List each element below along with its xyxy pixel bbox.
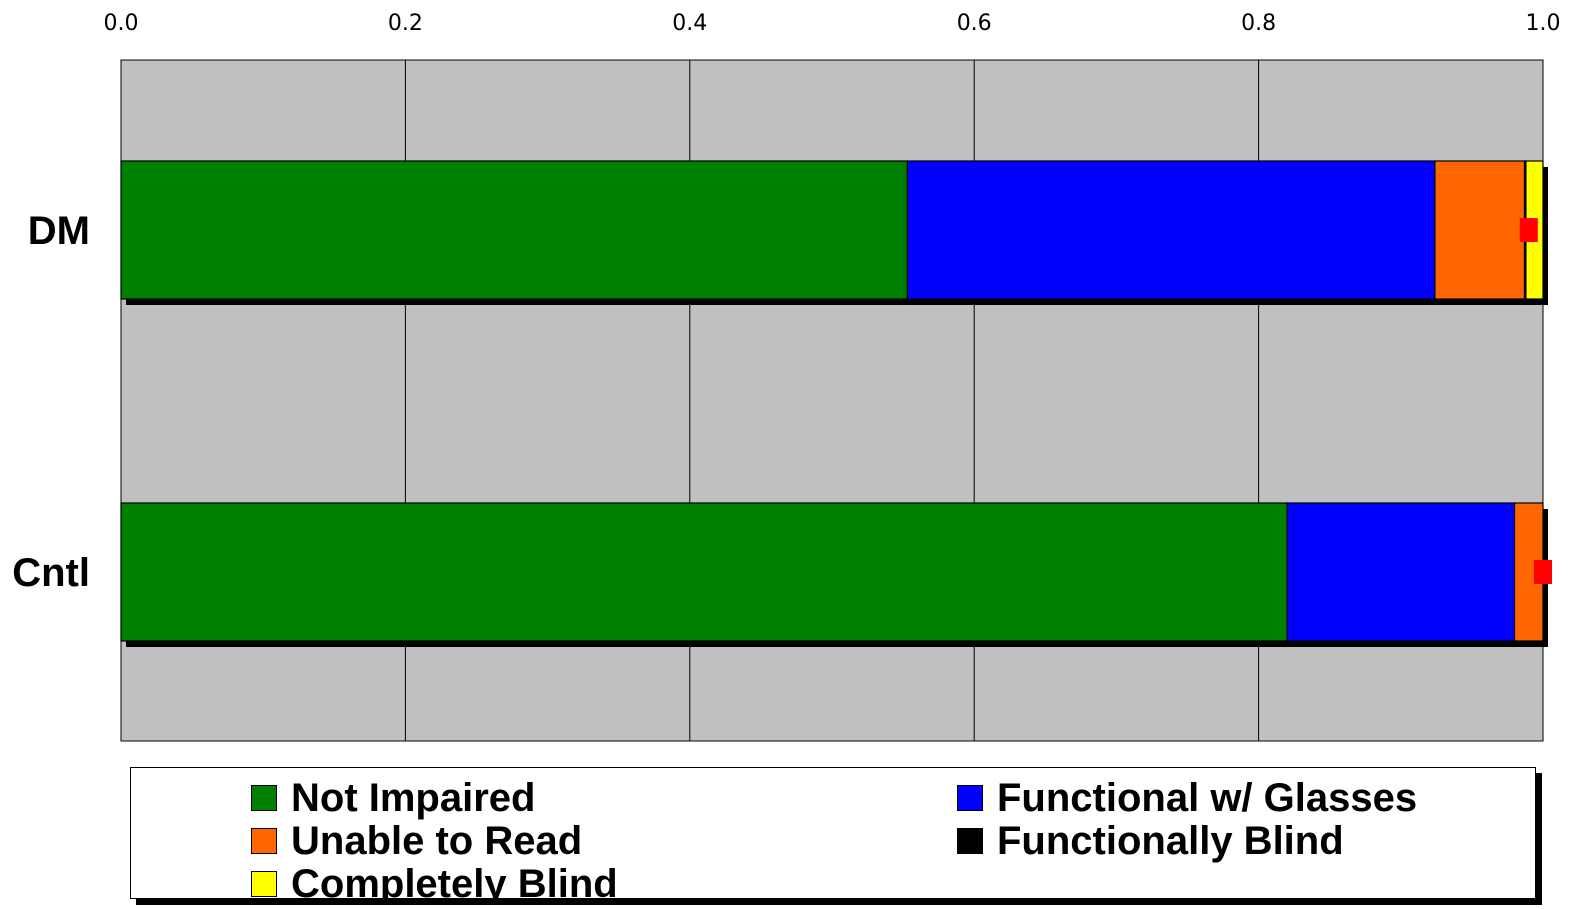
legend-item-completely-blind: Completely Blind [251, 862, 618, 899]
legend-label-unable-to-read: Unable to Read [291, 819, 583, 863]
legend-swatch-unable-to-read [251, 828, 277, 854]
error-marker [1534, 560, 1552, 584]
legend-swatch-completely-blind [251, 871, 277, 897]
x-tick-label: 0.6 [957, 11, 992, 36]
x-tick-label: 1.0 [1526, 11, 1561, 36]
legend-swatch-functionally-blind [957, 828, 983, 854]
error-marker [1519, 218, 1538, 242]
legend-swatch-not-impaired [251, 785, 277, 811]
bar-segment [120, 160, 908, 300]
legend-item-functional-w-glasses: Functional w/ Glasses [957, 776, 1417, 820]
bar-segment [120, 502, 1288, 642]
category-label: DM [28, 209, 90, 253]
legend-label-completely-blind: Completely Blind [291, 862, 618, 899]
bar-segment [1286, 502, 1516, 642]
category-label: Cntl [12, 551, 90, 595]
x-tick-label: 0.4 [672, 11, 707, 36]
legend-label-not-impaired: Not Impaired [291, 776, 536, 820]
legend-item-functionally-blind: Functionally Blind [957, 819, 1344, 863]
legend-item-not-impaired: Not Impaired [251, 776, 535, 820]
bar-segment [1434, 160, 1526, 300]
legend-label-functional-w-glasses: Functional w/ Glasses [997, 776, 1418, 820]
x-tick-label: 0.8 [1241, 11, 1276, 36]
x-tick-label: 0.0 [104, 11, 139, 36]
x-tick-label: 0.2 [388, 11, 423, 36]
legend: Not Impaired Functional w/ Glasses Unabl… [130, 767, 1536, 899]
legend-item-unable-to-read: Unable to Read [251, 819, 582, 863]
bar-segment [906, 160, 1436, 300]
legend-label-functionally-blind: Functionally Blind [997, 819, 1344, 863]
legend-swatch-functional-w-glasses [957, 785, 983, 811]
